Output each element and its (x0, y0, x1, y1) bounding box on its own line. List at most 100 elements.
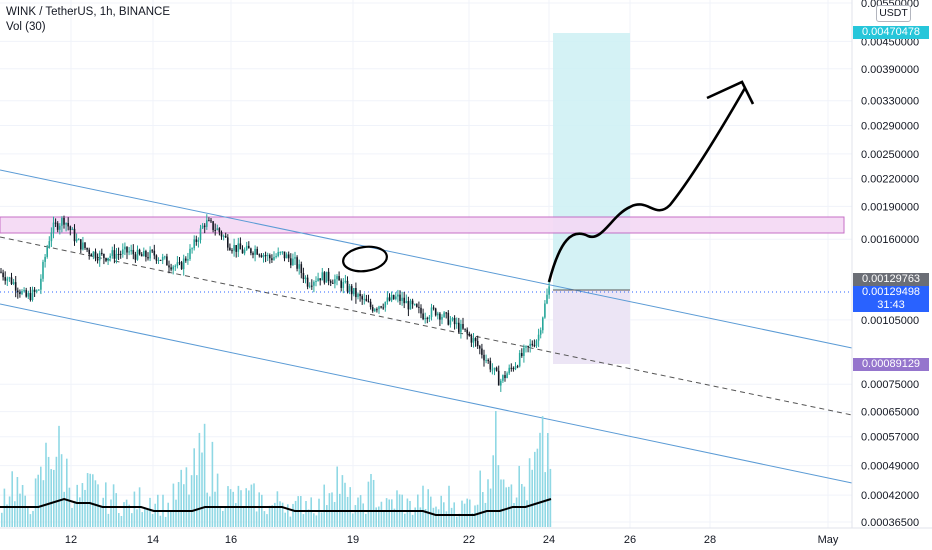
volume-bar (14, 501, 16, 527)
candle-body (264, 255, 267, 257)
candle-body (176, 262, 179, 266)
grid-lines (0, 0, 852, 528)
candle-body (155, 255, 158, 261)
candle-body (67, 222, 69, 227)
volume-bar (73, 500, 76, 527)
candle-body (355, 288, 357, 298)
candle-body (315, 281, 317, 283)
candle-body (462, 323, 464, 329)
candle-body (338, 276, 340, 281)
volume-bar (118, 513, 120, 527)
candle-body (495, 367, 498, 371)
candle-body (336, 276, 338, 280)
volume-bar (170, 510, 172, 527)
volume-bar (422, 485, 424, 527)
volume-bar (469, 499, 471, 527)
candle-body (241, 249, 244, 254)
time-tick: 16 (225, 534, 237, 546)
time-scale[interactable]: 12 14 16 19 22 24 26 28 May (65, 534, 839, 546)
volume-bar (125, 499, 128, 527)
volume-bar (357, 497, 359, 527)
candle-body (33, 289, 36, 292)
candle-body (290, 258, 292, 266)
candle-body (481, 348, 483, 355)
candle-body (323, 272, 326, 283)
candle-body (140, 254, 143, 257)
chart-title: WINK / TetherUS, 1h, BINANCE (6, 6, 171, 18)
candle-body (281, 251, 284, 253)
candle-body (422, 313, 424, 320)
time-tick: 28 (704, 534, 716, 546)
candle-body (283, 251, 286, 259)
volume-bar (476, 504, 479, 527)
volume-bar (66, 458, 68, 527)
candle-body (12, 282, 15, 284)
volume-bar (448, 485, 450, 527)
candle-body (395, 296, 397, 300)
volume-bar (406, 498, 409, 527)
candle-body (521, 353, 523, 356)
candle-body (14, 282, 17, 291)
volume-bar (292, 503, 294, 527)
candle-body (130, 249, 132, 252)
volume-bar (183, 484, 185, 527)
volume-bar (484, 502, 487, 527)
candle-body (487, 360, 489, 362)
candle-body (327, 271, 330, 282)
candle-body (500, 380, 502, 386)
candle-body (6, 278, 9, 281)
volume-bar (528, 458, 531, 527)
candle-body (416, 304, 418, 307)
volume-bar (141, 512, 143, 527)
candle-body (227, 237, 229, 248)
price-tick: 0.00075000 (861, 379, 919, 391)
volume-bar (320, 512, 323, 527)
volume-bar (180, 469, 182, 527)
candle-body (21, 291, 23, 294)
volume-bar (385, 498, 388, 527)
candle-body (279, 252, 282, 254)
volume-bar (81, 483, 84, 527)
volume-bar (24, 495, 26, 527)
candle-body (172, 266, 174, 270)
candle-body (455, 322, 458, 325)
candle-body (65, 222, 67, 225)
volume-bar (427, 489, 429, 527)
volume-bar (250, 484, 253, 527)
candle-body (371, 307, 374, 312)
candle-body (474, 338, 477, 341)
candle-body (216, 228, 219, 231)
volume-bar (370, 473, 372, 527)
candle-body (275, 255, 277, 258)
candle-body (174, 265, 177, 267)
candle-body (273, 257, 275, 261)
volume-bar (315, 515, 318, 527)
candle-body (23, 290, 25, 292)
candle-body (359, 293, 361, 297)
volume-bar (1, 512, 3, 527)
volume-bar (47, 456, 50, 527)
candle-body (262, 255, 265, 258)
volume-bar (518, 465, 520, 527)
volume-bar (541, 416, 544, 527)
price-scale[interactable]: 0.005500000.004500000.003900000.00330000… (861, 0, 919, 529)
target-zone (553, 33, 630, 290)
volume-bar (531, 469, 533, 527)
candle-body (260, 255, 263, 258)
candle-body (147, 257, 149, 259)
candle-body (426, 318, 429, 320)
currency-button[interactable]: USDT (876, 5, 911, 22)
volume-bar (235, 503, 237, 527)
candle-body (29, 293, 32, 300)
volume-bar (84, 489, 86, 527)
candle-body (311, 285, 313, 287)
candle-body (504, 375, 506, 379)
candle-body (71, 228, 74, 230)
volume-bar (437, 509, 440, 527)
volume-bar (136, 509, 138, 527)
candle-body (222, 235, 225, 237)
volume-bar (362, 503, 364, 527)
candle-body (388, 297, 391, 301)
volume-bar (352, 513, 354, 527)
